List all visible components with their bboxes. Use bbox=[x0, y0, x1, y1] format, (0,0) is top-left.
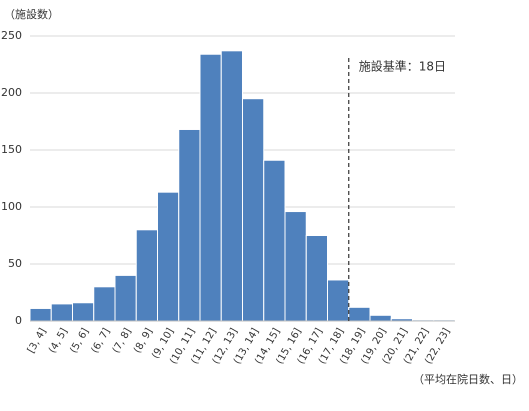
bar bbox=[284, 211, 307, 322]
y-tick-label: 100 bbox=[1, 200, 22, 213]
bar bbox=[327, 279, 350, 322]
x-tick-label: (7, 8] bbox=[111, 326, 134, 355]
reference-label: 施設基準：18日 bbox=[359, 59, 446, 74]
y-axis-label: （施設数） bbox=[4, 7, 59, 21]
bar bbox=[263, 159, 286, 322]
x-axis-label: （平均在院日数、日） bbox=[413, 372, 523, 386]
y-tick-label: 200 bbox=[1, 86, 22, 99]
y-tick-label: 0 bbox=[15, 314, 22, 327]
bar bbox=[305, 235, 328, 322]
bar bbox=[157, 191, 180, 322]
bar bbox=[369, 314, 392, 322]
bar bbox=[199, 53, 222, 322]
bar bbox=[135, 229, 158, 322]
bar bbox=[178, 128, 201, 322]
y-tick-label: 150 bbox=[1, 143, 22, 156]
x-tick-label: (6, 7] bbox=[90, 326, 113, 355]
bar bbox=[220, 50, 243, 322]
x-tick-label: (5, 6] bbox=[68, 326, 91, 355]
y-tick-label: 50 bbox=[8, 257, 22, 270]
bar bbox=[348, 306, 371, 322]
bar bbox=[29, 307, 52, 322]
bar bbox=[93, 286, 116, 322]
bar bbox=[114, 274, 137, 322]
x-tick-label: (4, 5] bbox=[47, 326, 70, 355]
bar bbox=[72, 302, 95, 322]
bar bbox=[50, 303, 73, 322]
bar bbox=[242, 98, 265, 322]
y-tick-label: 250 bbox=[1, 29, 22, 42]
x-tick-label: [3, 4] bbox=[26, 326, 49, 355]
